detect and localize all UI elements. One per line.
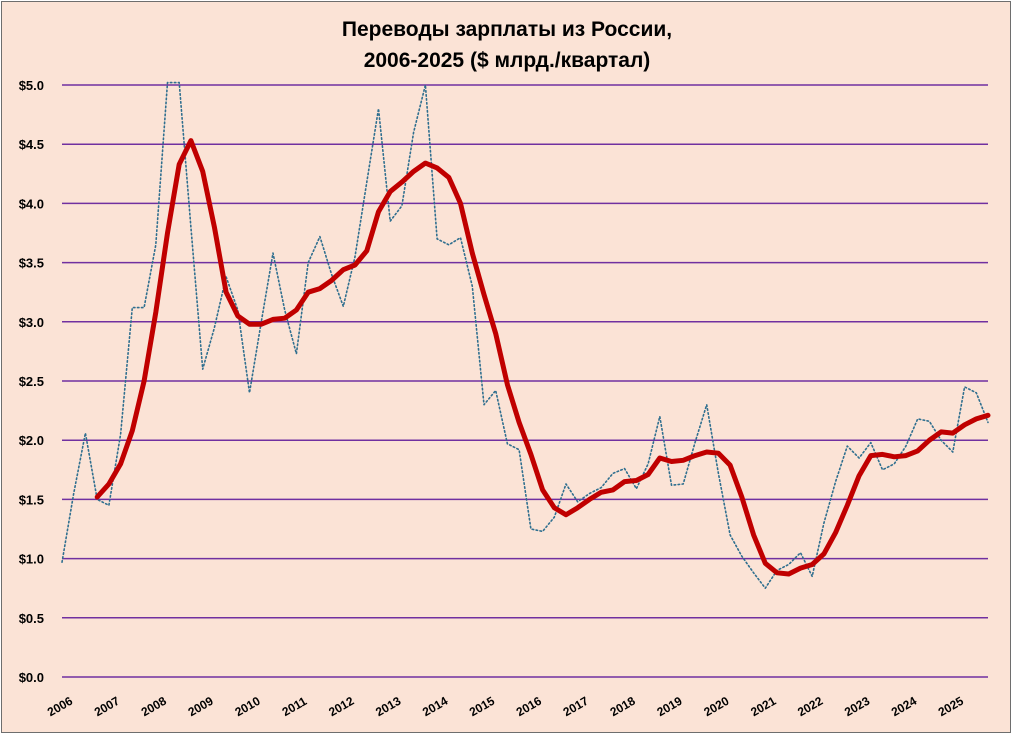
y-tick-label: $4.0	[19, 196, 44, 211]
x-tick-label: 2013	[373, 694, 403, 720]
x-tick-label: 2006	[45, 694, 75, 720]
y-tick-label: $0.0	[19, 670, 44, 685]
x-tick-label: 2017	[561, 694, 591, 720]
x-tick-label: 2020	[701, 694, 731, 720]
x-tick-label: 2008	[139, 694, 169, 720]
x-tick-label: 2019	[654, 694, 684, 720]
x-tick-label: 2007	[92, 694, 122, 720]
y-tick-label: $2.0	[19, 433, 44, 448]
x-tick-label: 2021	[748, 694, 778, 720]
x-tick-label: 2023	[842, 694, 872, 720]
y-tick-label: $1.0	[19, 552, 44, 567]
chart-title-block: Переводы зарплаты из России, 2006-2025 (…	[0, 14, 1014, 76]
y-tick-label: $3.0	[19, 315, 44, 330]
x-tick-label: 2014	[420, 694, 450, 720]
y-tick-label: $0.5	[19, 611, 44, 626]
x-tick-label: 2022	[795, 694, 825, 720]
x-tick-label: 2009	[186, 694, 216, 720]
y-tick-label: $4.5	[19, 137, 44, 152]
x-tick-label: 2024	[889, 694, 919, 720]
x-tick-label: 2011	[280, 694, 310, 719]
x-tick-label: 2018	[608, 694, 638, 720]
y-tick-label: $2.5	[19, 374, 44, 389]
x-tick-label: 2015	[467, 694, 497, 720]
x-tick-label: 2016	[514, 694, 544, 720]
y-tick-label: $1.5	[19, 492, 44, 507]
series-moving-average-line	[94, 138, 991, 577]
chart-title: Переводы зарплаты из России,	[341, 18, 673, 41]
chart-subtitle: 2006-2025 ($ млрд./квартал)	[363, 49, 651, 72]
x-tick-label: 2010	[232, 694, 262, 720]
x-tick-label: 2012	[326, 694, 356, 720]
series-quarterly-line	[61, 81, 989, 590]
x-tick-label: 2025	[936, 694, 966, 720]
y-tick-label: $3.5	[19, 256, 44, 271]
y-tick-label: $5.0	[19, 78, 44, 93]
